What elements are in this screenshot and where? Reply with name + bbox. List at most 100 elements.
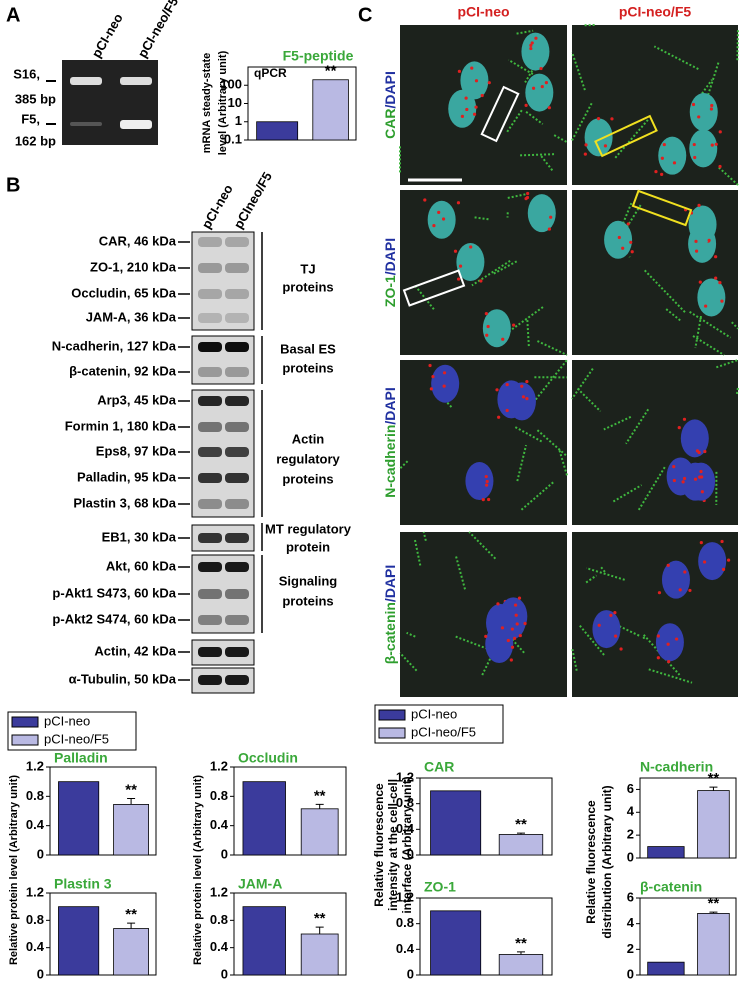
blot-band — [225, 237, 249, 247]
legend-swatch — [378, 709, 406, 721]
y-tick-label: 1 — [235, 113, 242, 128]
puncta — [501, 337, 505, 341]
bar — [430, 910, 482, 976]
nucleus — [448, 89, 477, 128]
puncta — [529, 43, 533, 47]
group-label: MT regulatory — [265, 521, 352, 536]
blot-band — [225, 289, 249, 299]
puncta — [662, 142, 666, 147]
puncta — [518, 633, 522, 638]
junction-stain — [653, 45, 699, 70]
gel-image — [62, 60, 158, 145]
y-axis-label: mRNA steady-state — [201, 53, 213, 153]
puncta — [520, 384, 524, 388]
roi-box — [594, 114, 658, 158]
gel-lane-label: pCI-neo/F5 — [135, 0, 182, 60]
y-tick-label: 2 — [627, 827, 634, 842]
nucleus — [658, 136, 687, 175]
blot-band — [198, 289, 222, 299]
junction-stain — [642, 634, 681, 676]
puncta — [614, 634, 618, 638]
puncta — [534, 36, 538, 40]
bar — [300, 808, 339, 856]
junction-stain — [571, 51, 586, 91]
puncta — [549, 215, 553, 219]
junction-stain — [399, 652, 418, 672]
puncta — [429, 387, 433, 391]
junction-stain — [731, 321, 739, 330]
chart-title: Plastin 3 — [54, 876, 112, 892]
nucleus — [655, 623, 684, 662]
puncta — [710, 103, 714, 108]
plot-frame — [639, 897, 737, 976]
y-tick-label: 1.2 — [26, 884, 44, 899]
legend-label: pCI-neo/F5 — [44, 731, 109, 746]
puncta — [456, 277, 461, 281]
puncta — [584, 143, 588, 147]
nucleus — [688, 205, 717, 244]
y-tick-label: 0.4 — [396, 821, 415, 836]
gel-band — [70, 122, 102, 126]
plot-frame — [419, 897, 553, 976]
blot-band — [198, 422, 222, 432]
legend-label: pCI-neo — [411, 706, 457, 721]
puncta — [442, 384, 446, 388]
blot-band — [198, 342, 222, 352]
junction-stain — [422, 531, 427, 542]
junction-stain — [413, 538, 422, 566]
puncta — [525, 379, 529, 384]
blot-lane-label: pCIneo/F5 — [231, 169, 275, 231]
nucleus — [456, 243, 485, 282]
puncta — [505, 382, 509, 387]
y-tick-label: 100 — [220, 77, 242, 92]
micro-image — [572, 360, 738, 525]
gel-lane-label: pCI-neo — [89, 11, 126, 60]
puncta — [720, 299, 724, 303]
puncta — [660, 172, 664, 177]
puncta — [505, 408, 509, 413]
puncta — [721, 567, 726, 571]
nucleus — [592, 610, 621, 649]
gel-band — [70, 77, 102, 85]
protein-label: Actin, 42 kDa — [94, 643, 176, 658]
puncta — [700, 490, 704, 494]
error-bar — [516, 832, 525, 835]
significance: ** — [125, 782, 137, 799]
group-label: regulatory — [276, 451, 340, 466]
y-tick-label: 0 — [407, 966, 414, 981]
row-label-part: CAR — [382, 109, 398, 139]
nucleus — [689, 93, 718, 132]
y-tick-label: 0.4 — [210, 817, 229, 832]
puncta — [699, 541, 703, 545]
protein-label: Eps8, 97 kDa — [96, 443, 177, 458]
puncta — [526, 191, 530, 196]
blot-band — [225, 499, 249, 509]
junction-stain — [648, 668, 693, 684]
puncta — [697, 450, 701, 455]
plot-frame — [233, 892, 347, 976]
blot-band — [225, 396, 249, 406]
junction-stain — [514, 426, 543, 443]
puncta — [683, 570, 687, 574]
puncta — [460, 114, 465, 118]
blot-band — [225, 313, 249, 323]
y-axis-label: distribution (Arbitrary unit) — [600, 785, 614, 938]
plot-frame — [49, 892, 157, 976]
puncta — [682, 476, 687, 481]
puncta — [672, 161, 677, 165]
nucleus — [604, 220, 633, 259]
puncta — [487, 81, 491, 85]
junction-stain — [540, 154, 554, 171]
y-tick-label: 0.1 — [224, 131, 242, 146]
puncta — [596, 117, 601, 121]
gel-band-label: 162 bp — [15, 133, 56, 148]
protein-label: Arp3, 45 kDa — [97, 392, 177, 407]
y-tick-label: 0 — [37, 966, 44, 981]
puncta — [547, 106, 551, 110]
puncta — [681, 480, 685, 484]
blot-band — [198, 615, 222, 625]
puncta — [609, 613, 613, 617]
puncta — [442, 371, 447, 375]
nucleus — [584, 118, 613, 157]
